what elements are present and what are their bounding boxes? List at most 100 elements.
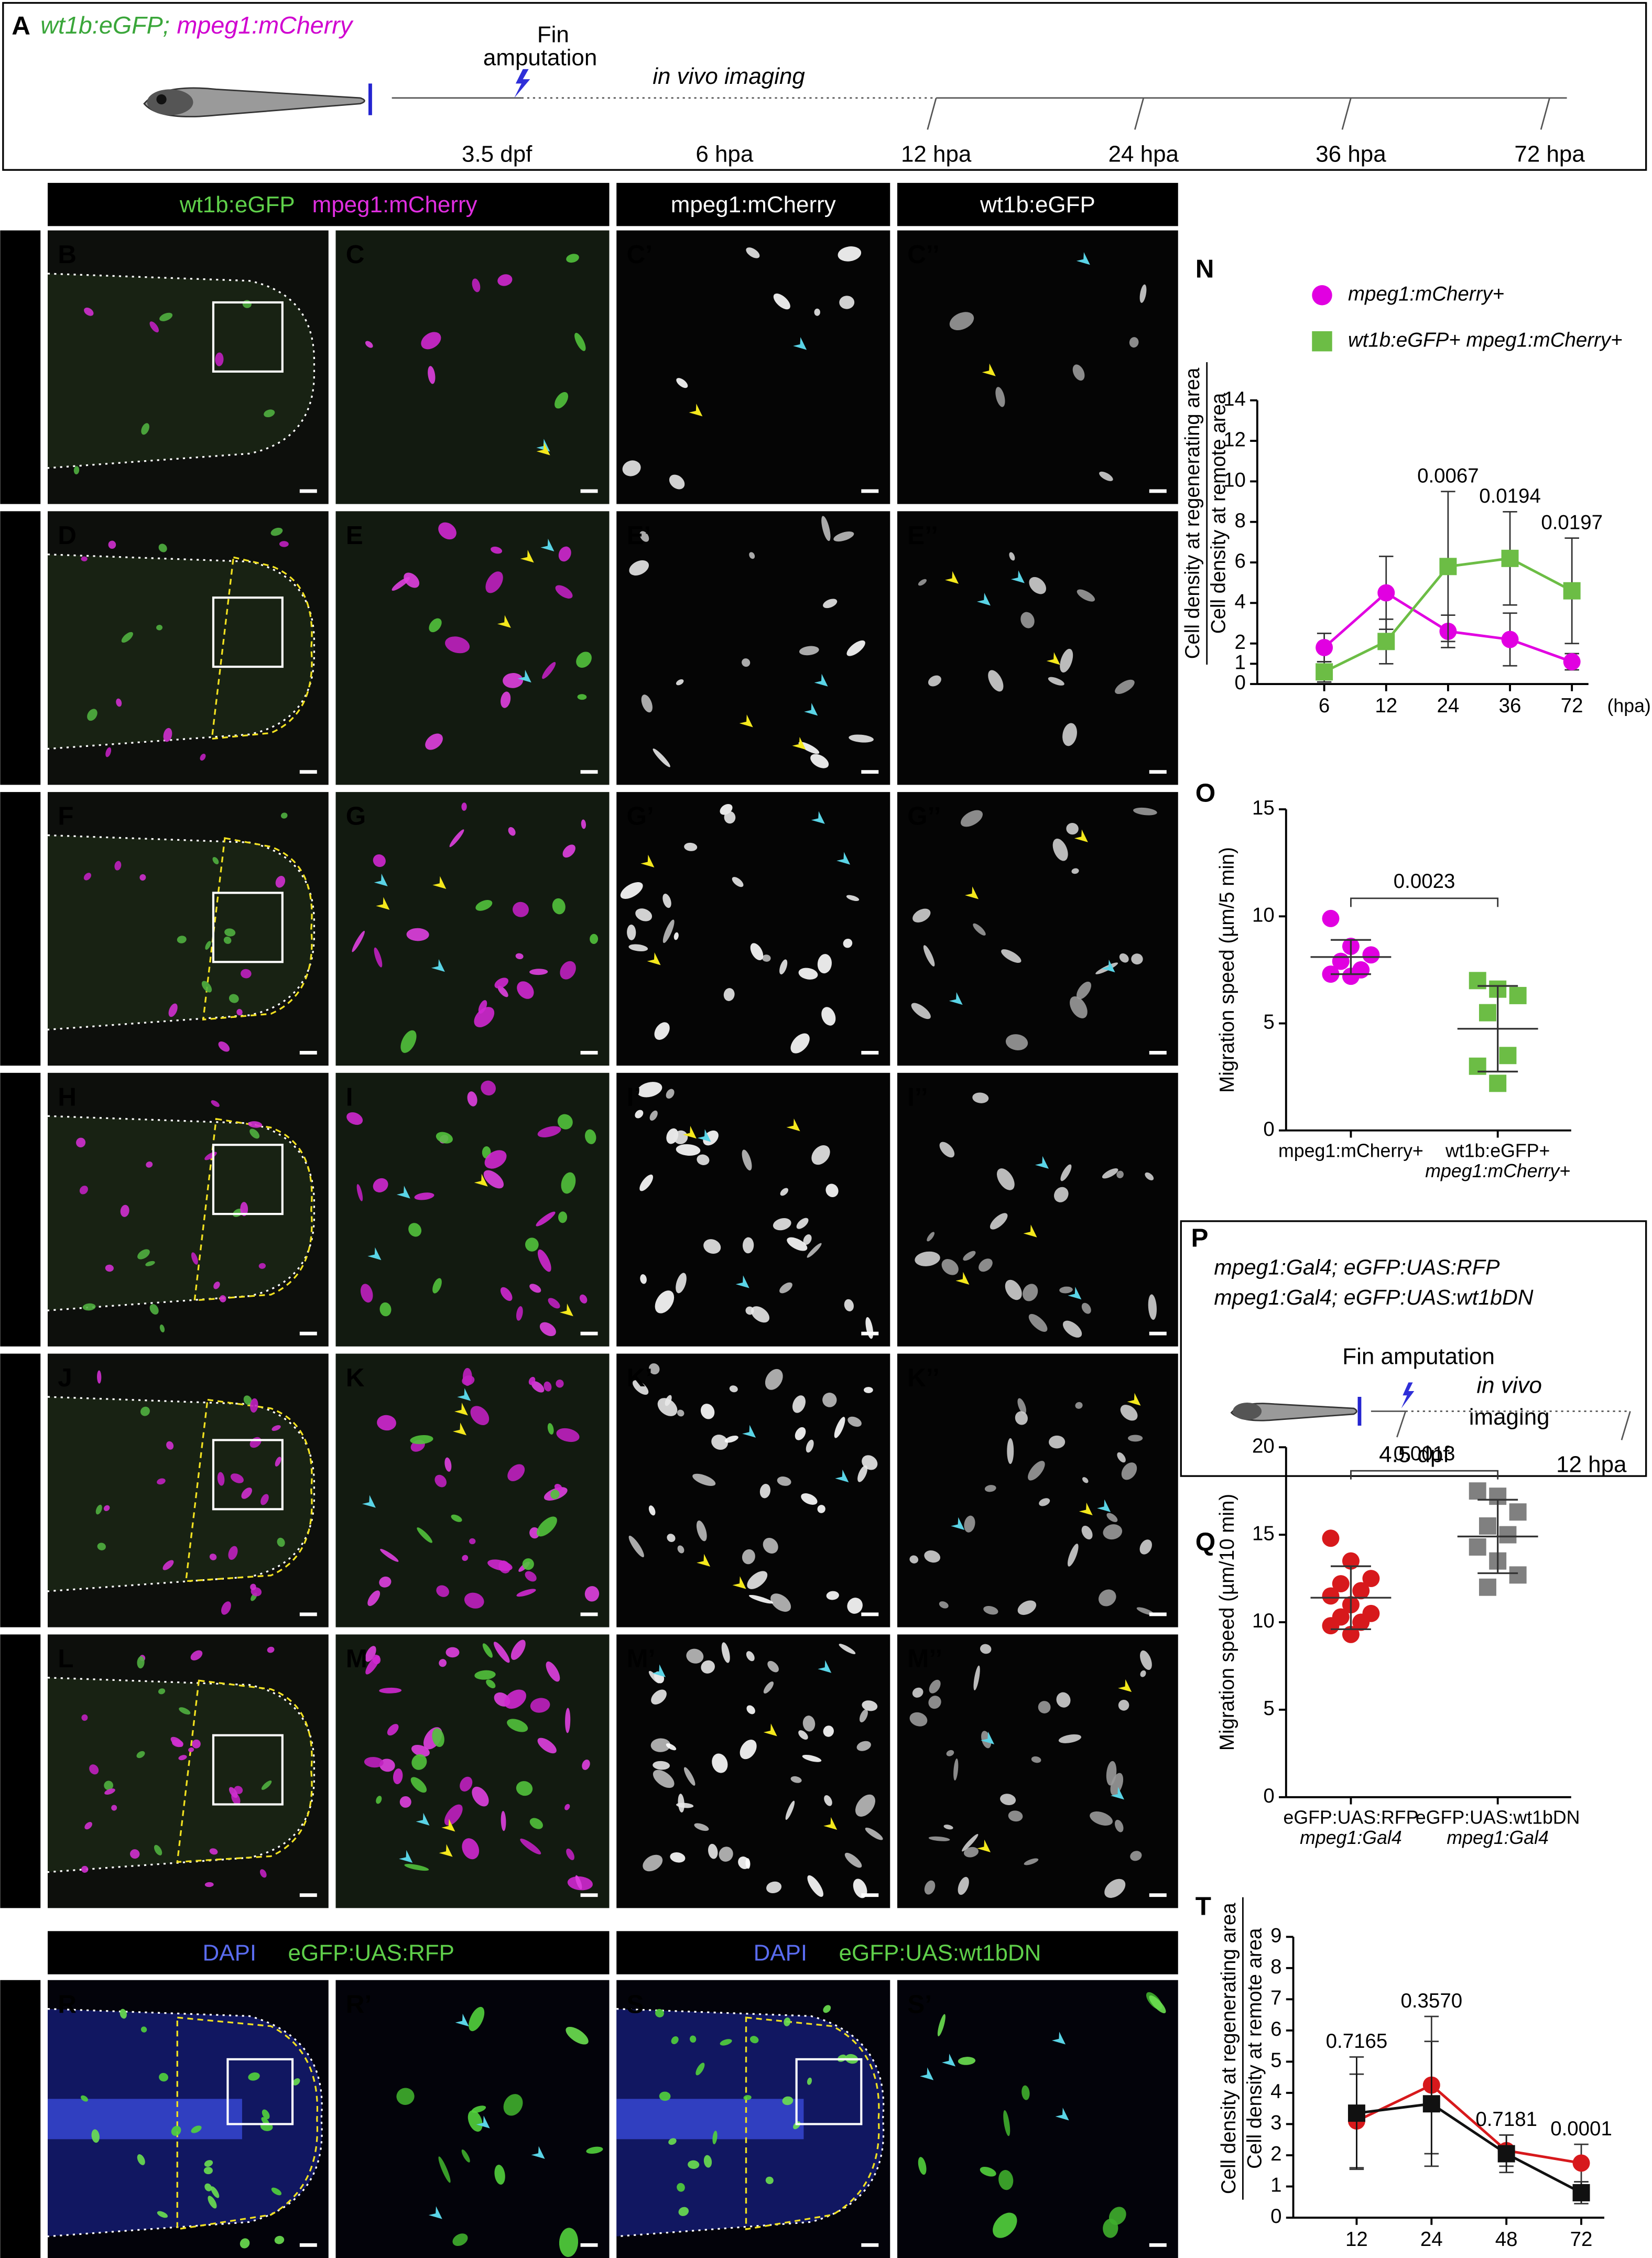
cell [558, 546, 571, 562]
cell [372, 1654, 381, 1664]
cell [843, 938, 853, 948]
cell [941, 1259, 959, 1275]
cell [556, 1428, 580, 1442]
cell [84, 307, 94, 316]
zoom-box [795, 2058, 863, 2125]
column-header-text: wt1b:eGFP mpeg1:mCherry [179, 191, 477, 217]
cell [149, 321, 159, 333]
cell [798, 968, 818, 980]
cell [1076, 981, 1092, 1000]
cell [635, 908, 653, 921]
data-point [1352, 1582, 1370, 1600]
panel-letter: D [58, 521, 77, 550]
cell [648, 1363, 660, 1375]
arrowhead [982, 363, 996, 376]
cell [662, 919, 675, 943]
cell [188, 1747, 194, 1752]
cell [105, 1264, 114, 1272]
cell [912, 1687, 923, 1698]
cell [839, 1644, 856, 1654]
row-label: 36 hpa [7, 1455, 33, 1526]
cell [1081, 1302, 1091, 1314]
significance-bracket [1350, 897, 1499, 907]
arrowhead [1127, 1393, 1141, 1406]
arrowhead [949, 992, 963, 1005]
cell [824, 1795, 832, 1806]
cell [497, 985, 508, 997]
cell [432, 1728, 444, 1747]
cell [928, 1696, 941, 1709]
row-label-bar [0, 1634, 41, 1908]
cell [517, 981, 534, 999]
cell [561, 1172, 576, 1194]
cell [749, 2036, 759, 2044]
cell [399, 1796, 411, 1808]
panel-label: P [1191, 1224, 1208, 1253]
cell [973, 923, 986, 936]
timepoint: 72 hpa [1514, 141, 1585, 167]
cell [1008, 1810, 1023, 1822]
cell [703, 1239, 721, 1254]
zoom-box [212, 1144, 284, 1215]
cell [1082, 1477, 1089, 1483]
cell [209, 1554, 217, 1560]
cell [494, 2165, 505, 2185]
arrowhead [792, 736, 806, 750]
arrowhead [835, 1469, 849, 1483]
cell [230, 1473, 244, 1483]
cell [406, 928, 429, 941]
cell [676, 1144, 701, 1156]
cell [676, 679, 684, 686]
cell [365, 341, 373, 348]
panel-letter: H [58, 1082, 77, 1111]
column-header [48, 182, 610, 226]
cell [461, 802, 467, 811]
panel-letter: M’ [626, 1644, 655, 1673]
cell [1005, 1279, 1022, 1300]
cell [204, 2183, 212, 2191]
data-point [1509, 1503, 1527, 1521]
cell [648, 1670, 660, 1684]
cell [205, 941, 211, 950]
cell [565, 1708, 571, 1733]
cell [1058, 1734, 1082, 1743]
cell [460, 1776, 473, 1792]
cell [484, 1150, 507, 1169]
arrowhead [441, 1819, 455, 1832]
arrowhead [811, 811, 825, 824]
p-value: 0.0013 [1394, 1442, 1455, 1465]
cell [267, 1646, 275, 1653]
row-label: Uninjured [7, 318, 33, 417]
arrowhead [945, 571, 959, 584]
timepoint: 6 hpa [695, 141, 754, 167]
data-point [1342, 968, 1360, 985]
panel-letter: S’ [907, 1990, 932, 2018]
cell [554, 1484, 562, 1491]
cell [201, 981, 212, 993]
cell [211, 2186, 220, 2198]
cell [668, 2138, 677, 2145]
cell [262, 2109, 270, 2120]
cell [434, 1474, 447, 1488]
cell [515, 953, 524, 960]
cell [380, 1549, 399, 1562]
y-axis-label: Cell density at regenerating area [1218, 1903, 1240, 2194]
cell [536, 1211, 556, 1226]
cell [137, 1656, 145, 1669]
cell [542, 662, 556, 679]
x-tick-label: mpeg1:Gal4 [1447, 1827, 1549, 1848]
cell [558, 1211, 568, 1223]
cell [564, 1804, 570, 1810]
cell [215, 352, 224, 366]
cell [136, 1751, 145, 1758]
cell [137, 2154, 145, 2165]
data-point [1469, 1538, 1486, 1556]
cell [937, 2014, 945, 2037]
header-part: DAPI [203, 1940, 257, 1966]
data-point [1362, 946, 1380, 964]
cell [400, 1030, 417, 1053]
cell [1048, 677, 1064, 686]
cell [508, 827, 516, 836]
cell [582, 1760, 590, 1770]
cell [464, 1592, 484, 1609]
